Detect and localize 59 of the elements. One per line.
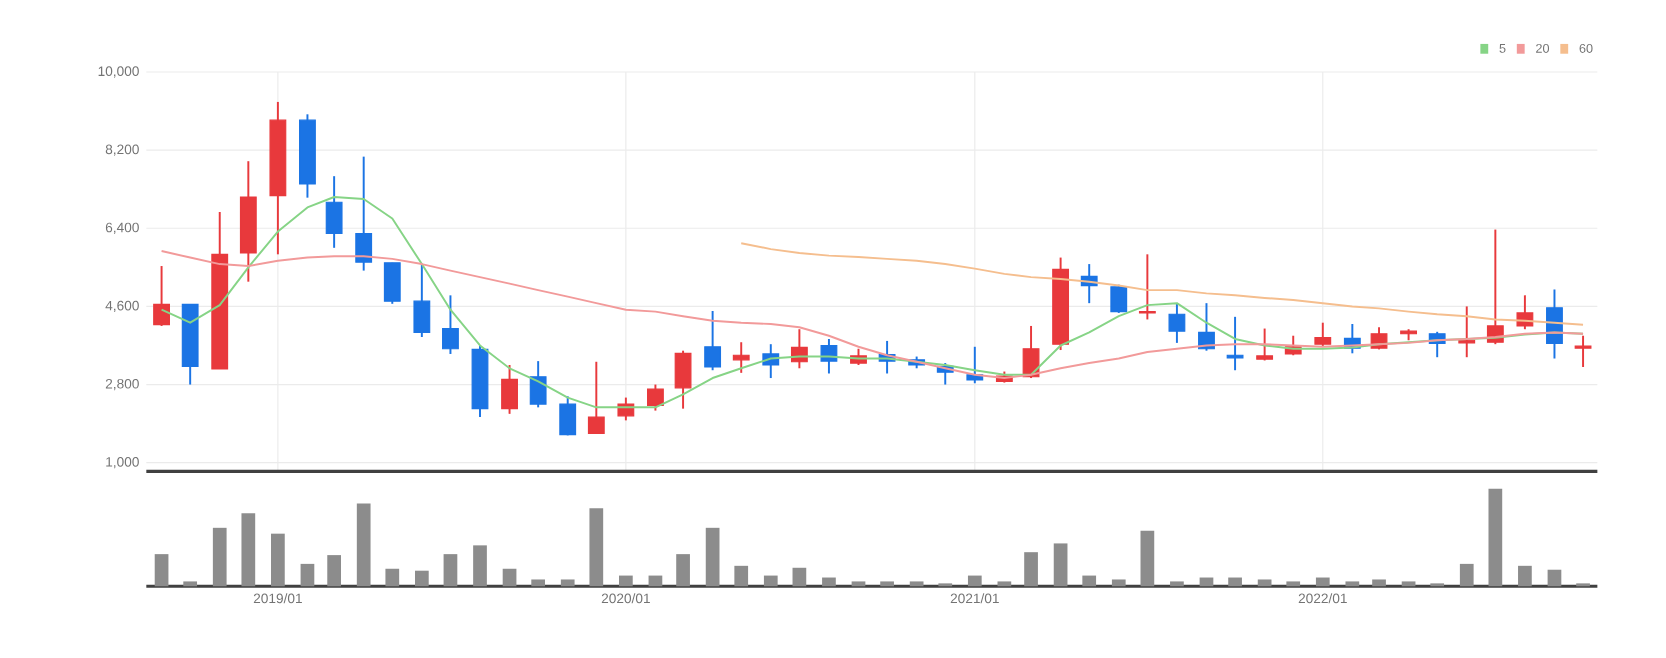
bar bbox=[1459, 563, 1474, 586]
bar bbox=[473, 544, 487, 586]
bar bbox=[154, 553, 169, 586]
candlestick bbox=[325, 174, 343, 249]
candlestick bbox=[1110, 283, 1128, 314]
candlestick bbox=[820, 337, 838, 375]
candlestick bbox=[501, 363, 518, 415]
candlestick bbox=[1458, 305, 1476, 358]
candlestick bbox=[587, 360, 605, 434]
bar bbox=[1082, 575, 1097, 586]
candlestick bbox=[1168, 301, 1186, 344]
bar bbox=[589, 507, 604, 586]
candlestick bbox=[442, 293, 459, 355]
bar bbox=[1488, 488, 1503, 586]
candlestick bbox=[1256, 327, 1274, 362]
candlestick bbox=[559, 394, 577, 436]
candlestick bbox=[355, 155, 373, 272]
bar bbox=[443, 553, 458, 586]
bar bbox=[1372, 579, 1386, 586]
bar bbox=[705, 527, 720, 586]
bar bbox=[327, 554, 341, 586]
bar bbox=[300, 563, 315, 586]
bar bbox=[619, 575, 633, 586]
bar bbox=[792, 567, 807, 586]
candlestick bbox=[529, 359, 547, 408]
candlestick bbox=[1138, 252, 1156, 321]
bar bbox=[1024, 551, 1038, 586]
bar bbox=[531, 579, 546, 586]
candlestick bbox=[413, 262, 431, 338]
bar bbox=[1547, 569, 1562, 586]
candlestick bbox=[1226, 315, 1244, 371]
candlestick bbox=[1574, 334, 1592, 368]
bar bbox=[385, 568, 400, 586]
bar bbox=[212, 527, 227, 586]
bar bbox=[1315, 577, 1330, 586]
candlestick bbox=[383, 261, 401, 305]
bar bbox=[1111, 579, 1126, 586]
bar bbox=[1140, 530, 1155, 586]
bar bbox=[967, 575, 982, 586]
bar bbox=[1518, 565, 1532, 586]
bar bbox=[1053, 543, 1068, 586]
bar bbox=[763, 575, 778, 586]
bar bbox=[1257, 579, 1272, 586]
bar bbox=[502, 568, 517, 586]
bar bbox=[1228, 577, 1242, 586]
candlestick bbox=[1314, 321, 1332, 348]
bar bbox=[676, 553, 690, 586]
bar bbox=[356, 503, 371, 586]
candlestick bbox=[704, 309, 722, 371]
candlestick bbox=[1546, 288, 1563, 360]
bar bbox=[560, 579, 575, 586]
bar bbox=[734, 565, 749, 586]
bar bbox=[241, 512, 256, 586]
candlestick bbox=[674, 349, 692, 410]
bar bbox=[414, 570, 429, 586]
candlestick bbox=[153, 264, 170, 327]
candlestick bbox=[647, 383, 664, 412]
bar bbox=[822, 577, 836, 586]
bar bbox=[271, 533, 285, 586]
